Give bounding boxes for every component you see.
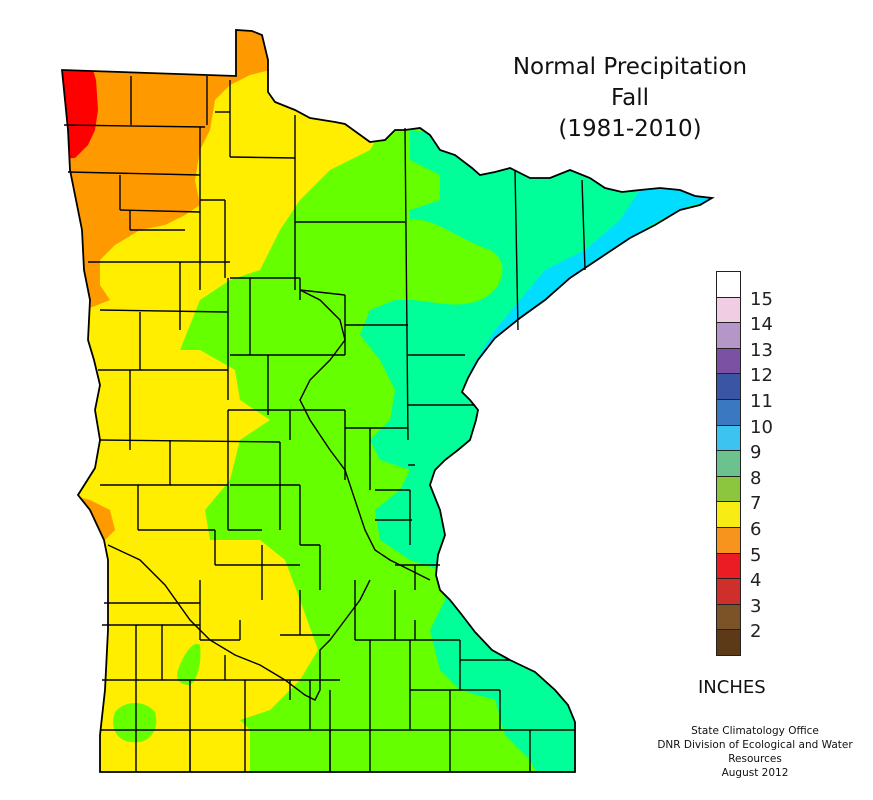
title-line-2: Fall <box>611 85 649 111</box>
legend-swatch <box>716 322 741 349</box>
legend-tick-label: 7 <box>750 493 762 515</box>
legend-tick-label: 10 <box>750 416 773 438</box>
legend-tick-label: 3 <box>750 595 762 617</box>
credit-block: State Climatology Office DNR Division of… <box>640 724 870 780</box>
legend-tick-label: 14 <box>750 314 773 336</box>
legend-tick-label: 15 <box>750 288 773 310</box>
legend-swatch <box>716 398 741 426</box>
legend-swatch <box>716 526 741 554</box>
legend-unit-label: INCHES <box>698 677 766 698</box>
legend-tick-label: 13 <box>750 339 773 361</box>
legend-tick-label: 8 <box>750 467 762 489</box>
credit-division: DNR Division of Ecological and Water Res… <box>657 739 853 765</box>
legend-swatch <box>716 450 741 477</box>
legend-tick-label: 9 <box>750 442 762 464</box>
legend-tick-label: 6 <box>750 519 762 540</box>
legend-swatch <box>716 578 741 605</box>
legend-swatch <box>716 424 741 452</box>
precipitation-legend: 15 14 13 12 11 10 9 8 7 6 5 4 3 2 <box>716 271 773 656</box>
legend-swatch <box>716 347 741 375</box>
legend-tick-label: 11 <box>750 391 773 412</box>
legend-tick-label: 5 <box>750 544 762 566</box>
legend-swatch <box>716 552 741 580</box>
legend-swatch <box>716 603 741 631</box>
legend-tick-label: 2 <box>750 621 762 643</box>
credit-date: August 2012 <box>721 767 789 779</box>
legend-swatch <box>716 271 741 298</box>
legend-tick-label: 4 <box>750 570 762 592</box>
county-boundaries <box>63 76 586 772</box>
legend-swatch <box>716 629 741 656</box>
legend-swatch <box>716 373 741 400</box>
title-line-1: Normal Precipitation <box>512 54 748 80</box>
state-outline <box>61 29 715 773</box>
title-line-3: (1981-2010) <box>558 116 702 142</box>
legend-tick-label: 12 <box>750 365 773 387</box>
credit-office: State Climatology Office <box>691 725 819 737</box>
legend-swatch <box>716 296 741 324</box>
map-title: Normal Precipitation Fall (1981-2010) <box>470 52 790 145</box>
legend-swatch <box>716 475 741 503</box>
legend-swatch <box>716 501 741 528</box>
